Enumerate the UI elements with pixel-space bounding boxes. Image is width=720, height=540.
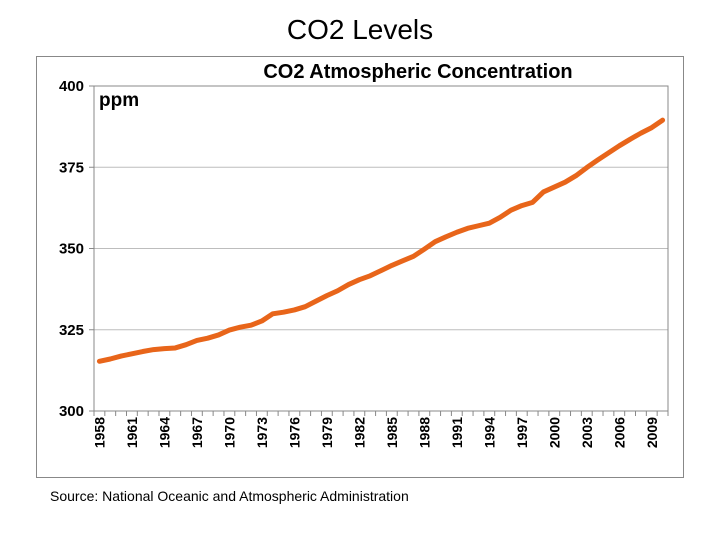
x-tick-label: 1973 [254,417,270,448]
y-tick-label: 400 [59,78,84,95]
chart-title: CO2 Atmospheric Concentration [263,61,572,83]
x-tick-label: 1976 [286,417,302,448]
x-tick-label: 1967 [189,417,205,448]
x-tick-label: 1964 [156,417,172,448]
series-line-0 [96,117,666,364]
slide-title: CO2 Levels [286,14,434,45]
y-axis-ticks: 300 325 350 375 400 [59,78,94,420]
x-axis-ticks: 1958 1961 1964 1967 1970 1973 1976 1979 1982 1985… [91,411,669,448]
x-tick-label: 2000 [546,417,562,448]
x-tick-label: 1985 [384,417,400,448]
y-tick-label: 350 [59,241,84,258]
chart-frame [36,56,684,478]
x-tick-label: 1970 [221,417,237,448]
x-tick-label: 1988 [416,417,432,448]
x-tick-label: 2006 [611,417,627,448]
x-tick-label: 1997 [514,417,530,448]
x-tick-label: 1961 [124,417,140,448]
x-tick-label: 1979 [319,417,335,448]
unit-label: ppm [99,90,139,111]
x-tick-label: 2009 [644,417,660,448]
gridlines [94,85,668,412]
source-note: Source: National Oceanic and Atmospheric… [50,488,409,504]
y-tick-label: 325 [59,322,84,339]
x-tick-label: 1994 [481,417,497,448]
x-tick-label: 1982 [351,417,367,448]
y-tick-label: 300 [59,403,84,420]
x-tick-label: 1991 [449,417,465,448]
y-tick-label: 375 [59,159,84,176]
x-tick-label: 2003 [579,417,595,448]
x-tick-label: 1958 [91,417,107,448]
series-group [96,117,666,364]
